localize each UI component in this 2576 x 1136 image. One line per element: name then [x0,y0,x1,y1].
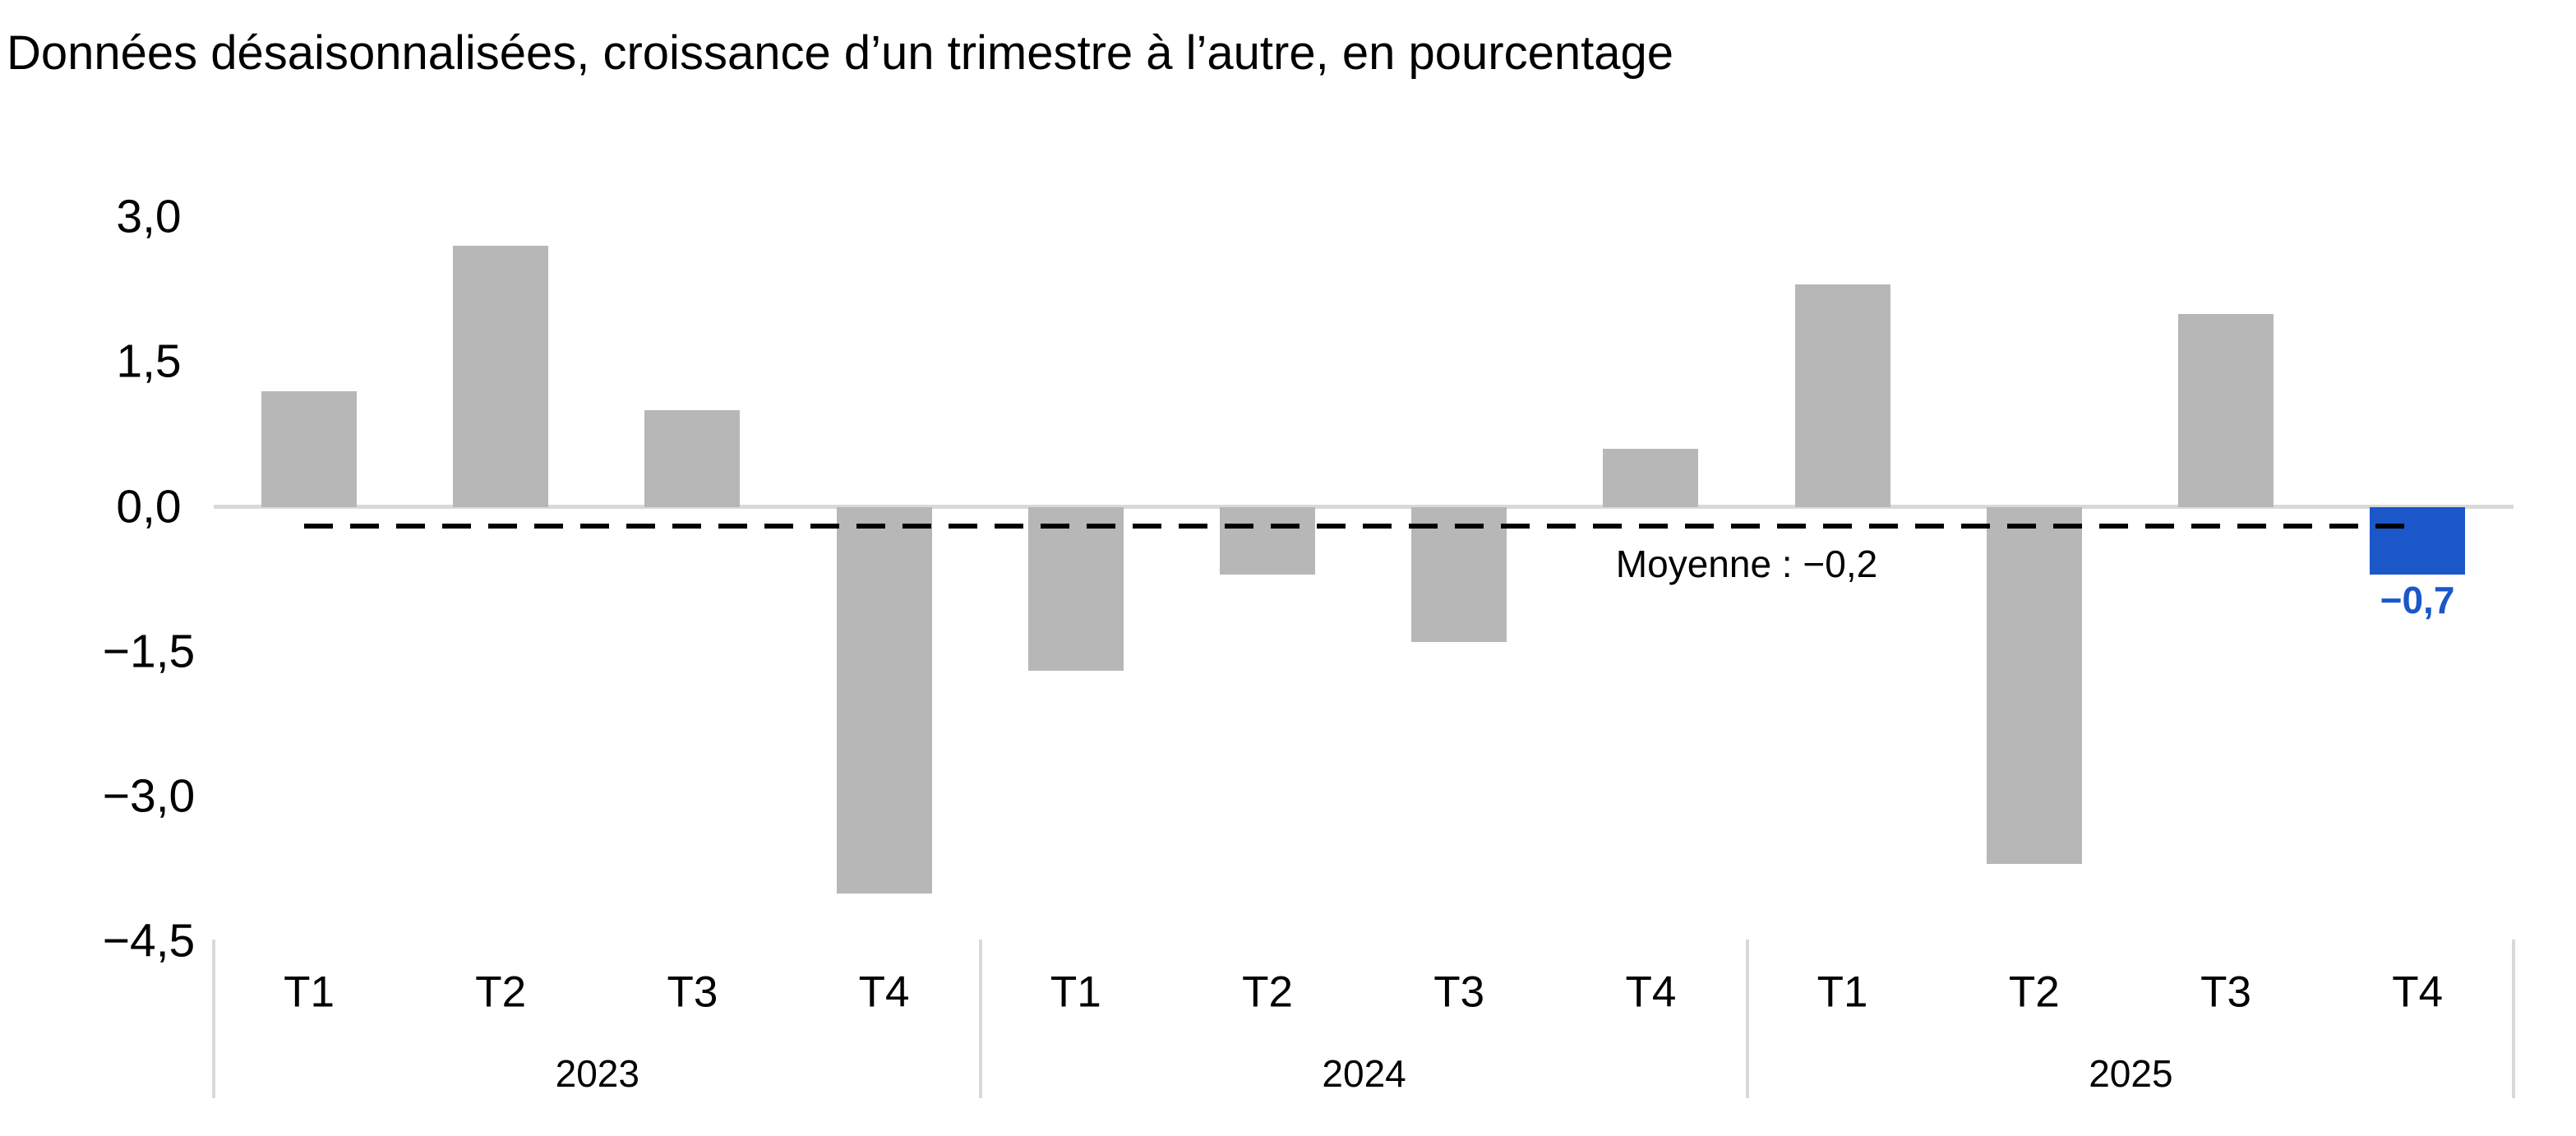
x-axis-quarter-label: T2 [1242,967,1293,1017]
year-divider-line [1746,940,1749,1098]
bar-2023-T2 [453,246,549,507]
bar-2025-T3 [2178,313,2274,507]
y-axis-tick-label: 3,0 [116,190,182,243]
x-axis-quarter-label: T1 [284,967,335,1017]
x-axis-quarter-label: T3 [2200,967,2251,1017]
x-axis-quarter-label: T4 [1625,967,1677,1017]
bar-2025-T4 [2370,506,2466,575]
y-axis-tick-label: 0,0 [116,480,182,533]
bar-2024-T3 [1411,506,1507,642]
bar-2025-T2 [1986,506,2082,865]
year-divider-line [2512,940,2515,1098]
bar-2024-T1 [1027,506,1124,672]
zero-axis-line [214,505,2514,509]
x-axis-quarter-label: T2 [2008,967,2060,1017]
y-axis-tick-label: −4,5 [102,914,196,967]
mean-line-label: Moyenne : −0,2 [1615,543,1878,585]
x-axis-year-label: 2024 [1322,1052,1406,1095]
year-divider-line [212,940,215,1098]
y-axis-tick-label: 1,5 [116,335,182,388]
x-axis-quarter-label: T2 [475,967,527,1017]
x-axis-quarter-label: T1 [1817,967,1868,1017]
x-axis-quarter-label: T4 [2392,967,2444,1017]
x-axis-year-label: 2025 [2089,1052,2173,1095]
bar-2025-T1 [1794,284,1890,507]
x-axis-quarter-label: T1 [1050,967,1101,1017]
x-axis-quarter-label: T4 [858,967,910,1017]
x-axis-year-label: 2023 [555,1052,639,1095]
bar-2024-T2 [1220,506,1315,575]
highlighted-bar-value-label: −0,7 [2380,579,2455,621]
mean-dashed-line [304,524,2418,529]
y-axis-tick-label: −1,5 [102,625,196,678]
bar-2023-T3 [644,410,741,507]
x-axis-quarter-label: T3 [1433,967,1485,1017]
year-divider-line [979,940,982,1098]
bar-2023-T1 [261,390,357,507]
bar-2023-T4 [836,506,932,894]
x-axis-quarter-label: T3 [667,967,718,1017]
bar-2024-T4 [1603,449,1699,507]
chart-title: Données désaisonnalisées, croissance d’u… [7,26,1673,80]
y-axis-tick-label: −3,0 [102,769,196,823]
